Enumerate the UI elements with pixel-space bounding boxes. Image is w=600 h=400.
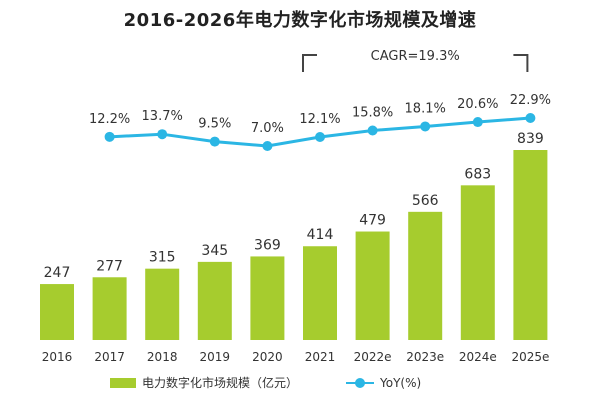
x-tick-2021: 2021 — [305, 350, 336, 364]
yoy-point-2021 — [315, 132, 325, 143]
yoy-label-2020: 7.0% — [251, 121, 284, 136]
yoy-point-2018 — [157, 129, 168, 140]
legend-item-yoy: YoY(%) — [346, 376, 421, 390]
bar-series — [40, 150, 548, 340]
cagr-label: CAGR=19.3% — [371, 49, 460, 64]
bar-2023e — [408, 211, 443, 340]
bar-value-label-2019: 345 — [201, 243, 228, 259]
yoy-label-2023e: 18.1% — [405, 101, 446, 116]
bar-2017 — [92, 277, 127, 340]
yoy-label-2022e: 15.8% — [352, 106, 393, 121]
bar-value-label-2017: 277 — [96, 258, 123, 274]
bar-value-label-2025e: 839 — [517, 131, 544, 147]
yoy-point-2023e — [420, 121, 431, 132]
yoy-label-2025e: 22.9% — [510, 93, 551, 108]
cagr-bracket-left — [302, 54, 317, 72]
bar-2018 — [145, 268, 180, 340]
bar-value-label-2022e: 479 — [359, 213, 386, 229]
x-tick-2022e: 2022e — [354, 350, 392, 364]
yoy-point-2024e — [472, 117, 483, 128]
legend-item-market-size: 电力数字化市场规模（亿元） — [110, 374, 298, 391]
bar-2016 — [40, 284, 74, 340]
yoy-label-2019: 9.5% — [198, 117, 231, 132]
yoy-line-series: 12.2% 13.7% 9.5% 7.0% 12.1% 15.8% 18.1% 20.6% 22… — [89, 93, 551, 151]
legend-line-swatch — [346, 377, 375, 388]
x-tick-2024e: 2024e — [459, 350, 497, 364]
bar-2019 — [197, 261, 232, 340]
x-tick-2018: 2018 — [147, 350, 178, 364]
cagr-bracket-right — [513, 54, 529, 72]
x-tick-2020: 2020 — [252, 350, 283, 364]
legend-bar-swatch — [110, 377, 136, 388]
yoy-point-2017 — [104, 131, 115, 142]
x-tick-2025e: 2025e — [511, 350, 549, 364]
bar-2020 — [250, 256, 285, 340]
bar-2025e — [513, 150, 548, 340]
yoy-label-2018: 13.7% — [142, 109, 183, 124]
legend-line-label: YoY(%) — [380, 375, 422, 390]
bar-2024e — [460, 185, 495, 340]
bar-value-labels: 247 277 315 345 369 414 479 566 683 839 — [44, 131, 544, 281]
bar-value-label-2020: 369 — [254, 237, 281, 253]
bar-value-label-2023e: 566 — [412, 193, 439, 209]
yoy-label-2024e: 20.6% — [457, 97, 498, 112]
x-tick-2023e: 2023e — [406, 350, 444, 364]
bar-value-label-2018: 315 — [149, 250, 176, 266]
chart-title: 2016-2026年电力数字化市场规模及增速 — [123, 10, 477, 31]
bar-value-label-2024e: 683 — [464, 166, 491, 182]
yoy-point-2022e — [367, 125, 378, 136]
cagr-annotation: CAGR=19.3% — [302, 49, 529, 72]
bar-value-label-2021: 414 — [307, 227, 334, 243]
bar-2021 — [303, 246, 337, 340]
yoy-point-2019 — [209, 136, 220, 147]
legend: 电力数字化市场规模（亿元） YoY(%) — [110, 374, 469, 391]
x-axis-tick-labels: 2016 2017 2018 2019 2020 2021 2022e 2023e 2024e 2… — [42, 350, 550, 364]
yoy-label-2017: 12.2% — [89, 112, 130, 127]
x-tick-2016: 2016 — [42, 350, 73, 364]
yoy-label-2021: 12.1% — [299, 112, 340, 127]
legend-bar-label: 电力数字化市场规模（亿元） — [142, 376, 299, 390]
bar-value-label-2016: 247 — [44, 265, 71, 281]
yoy-point-2025e — [525, 113, 536, 123]
x-tick-2017: 2017 — [94, 350, 125, 364]
x-tick-2019: 2019 — [200, 350, 231, 364]
bar-2022e — [355, 231, 390, 340]
yoy-point-2020 — [262, 141, 273, 151]
